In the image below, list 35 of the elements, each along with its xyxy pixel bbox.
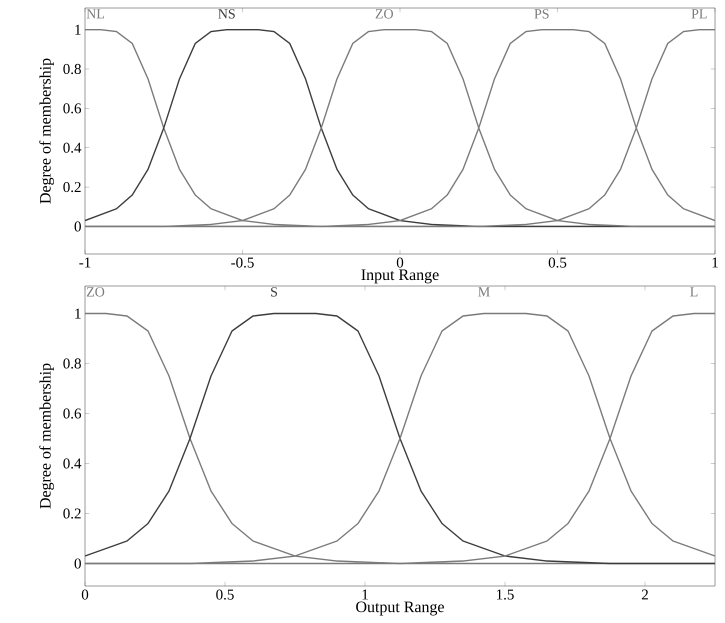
x-axis-title: Input Range xyxy=(361,270,439,284)
y-tick-label: 0 xyxy=(74,558,81,569)
series-label: S xyxy=(271,287,278,297)
x-tick-label: 1 xyxy=(362,590,368,600)
y-tick-label: 0.8 xyxy=(63,64,81,74)
x-tick-label: 0 xyxy=(82,590,88,600)
y-tick-label: 0.8 xyxy=(63,358,81,369)
x-tick-label: 0.5 xyxy=(216,590,234,600)
y-tick-label: 0.2 xyxy=(63,182,81,192)
x-tick-label: -1 xyxy=(79,258,90,268)
y-tick-label: 0 xyxy=(74,221,81,232)
series-label: PS xyxy=(534,9,549,19)
x-tick-label: -0.5 xyxy=(231,258,254,268)
x-tick-label: 0.5 xyxy=(548,258,566,268)
x-tick-label: 2 xyxy=(642,590,648,600)
series-label: ZO xyxy=(86,287,104,297)
series-label: NS xyxy=(218,9,235,19)
y-axis-title: Degree of membership xyxy=(39,364,54,509)
x-tick-label: 0 xyxy=(396,258,404,268)
series-label: ZO xyxy=(376,9,393,19)
y-tick-label: 0.4 xyxy=(63,142,82,153)
y-axis-title: Degree of membership xyxy=(39,58,54,204)
y-tick-label: 1 xyxy=(75,24,81,35)
y-tick-label: 0.6 xyxy=(63,408,82,419)
series-label: PL xyxy=(692,9,707,18)
x-tick-label: 1 xyxy=(712,258,718,268)
series-label: NL xyxy=(86,9,104,18)
y-tick-label: 1 xyxy=(75,308,81,318)
y-tick-label: 0.6 xyxy=(63,103,82,114)
x-axis-title: Output Range xyxy=(356,602,444,616)
series-label: L xyxy=(690,287,698,296)
y-tick-label: 0.2 xyxy=(63,508,81,519)
series-label: M xyxy=(478,287,490,296)
x-tick-label: 1.5 xyxy=(496,590,514,600)
y-tick-label: 0.4 xyxy=(63,458,82,469)
